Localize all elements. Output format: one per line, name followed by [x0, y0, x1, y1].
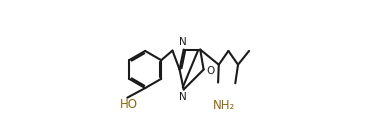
Text: N: N	[179, 92, 187, 102]
Text: N: N	[179, 37, 187, 47]
Text: NH₂: NH₂	[213, 100, 235, 112]
Text: O: O	[207, 66, 215, 76]
Text: HO: HO	[120, 98, 138, 111]
